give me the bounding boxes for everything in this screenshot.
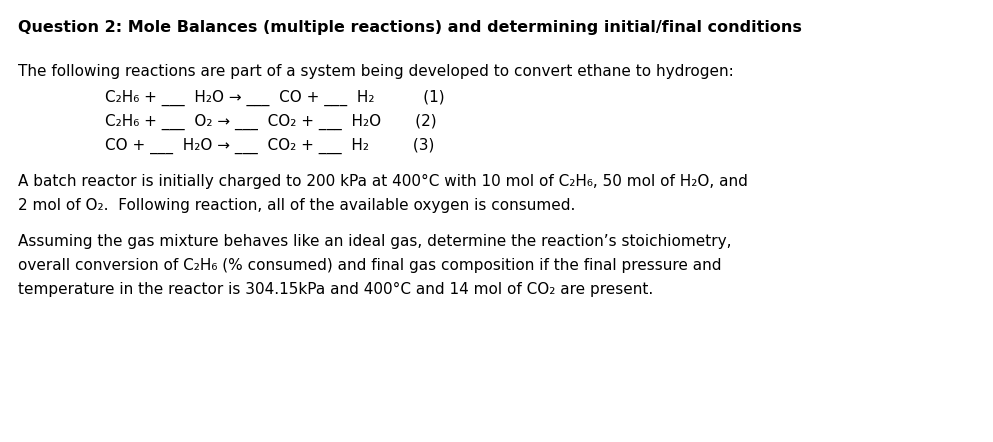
Text: The following reactions are part of a system being developed to convert ethane t: The following reactions are part of a sy… [18,64,734,79]
Text: CO + ___  H₂O → ___  CO₂ + ___  H₂         (3): CO + ___ H₂O → ___ CO₂ + ___ H₂ (3) [105,138,434,154]
Text: temperature in the reactor is 304.15kPa and 400°C and 14 mol of CO₂ are present.: temperature in the reactor is 304.15kPa … [18,282,653,297]
Text: C₂H₆ + ___  H₂O → ___  CO + ___  H₂          (1): C₂H₆ + ___ H₂O → ___ CO + ___ H₂ (1) [105,90,445,106]
Text: A batch reactor is initially charged to 200 kPa at 400°C with 10 mol of C₂H₆, 50: A batch reactor is initially charged to … [18,174,748,189]
Text: Assuming the gas mixture behaves like an ideal gas, determine the reaction’s sto: Assuming the gas mixture behaves like an… [18,234,732,249]
Text: Question 2: Mole Balances (multiple reactions) and determining initial/final con: Question 2: Mole Balances (multiple reac… [18,20,802,35]
Text: C₂H₆ + ___  O₂ → ___  CO₂ + ___  H₂O       (2): C₂H₆ + ___ O₂ → ___ CO₂ + ___ H₂O (2) [105,114,437,130]
Text: overall conversion of C₂H₆ (% consumed) and final gas composition if the final p: overall conversion of C₂H₆ (% consumed) … [18,258,722,273]
Text: 2 mol of O₂.  Following reaction, all of the available oxygen is consumed.: 2 mol of O₂. Following reaction, all of … [18,198,575,213]
